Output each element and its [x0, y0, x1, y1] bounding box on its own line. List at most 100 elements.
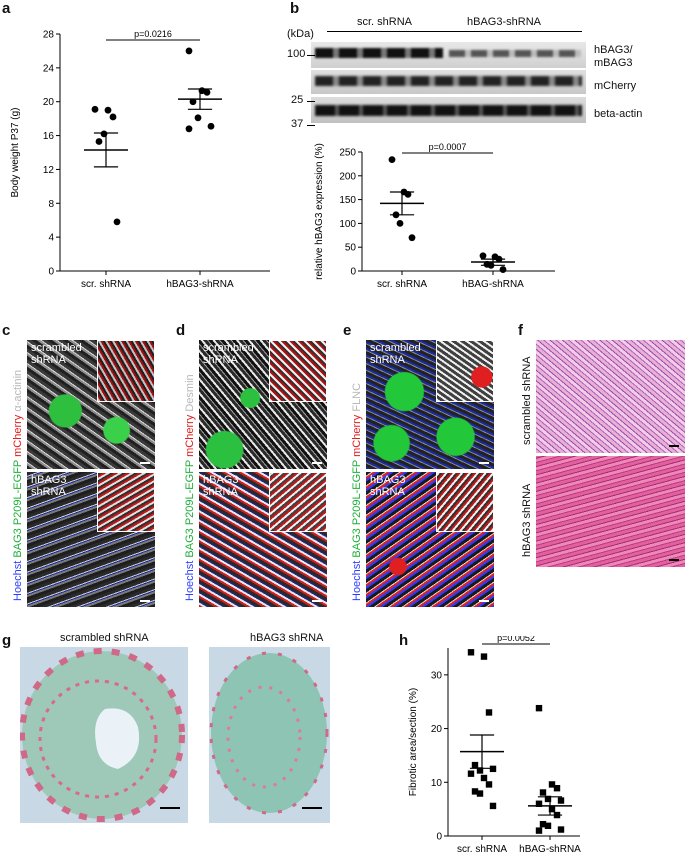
- data-point: [189, 98, 197, 106]
- data-point: [185, 47, 193, 55]
- marker-25: 25: [291, 94, 304, 106]
- blot-group-line-hbag3: [452, 31, 582, 32]
- x-tick-label: scr. shRNA: [457, 844, 507, 852]
- panel-label-d: d: [176, 322, 186, 339]
- stain-mcherry: mCherry: [184, 414, 196, 457]
- fibrotic-area-chart: 0 10 20 30 Fibrotic area/section (%) scr. shR…: [408, 636, 581, 852]
- data-point: [485, 781, 493, 788]
- he-label-bottom: hBAG3 shRNA: [521, 483, 533, 557]
- data-point: [539, 789, 547, 796]
- data-point: [404, 190, 412, 198]
- scale-bar: [669, 445, 679, 447]
- blot-group-line-scr: [327, 31, 452, 32]
- y-tick-label: 16: [43, 131, 55, 142]
- section-label-hbag3: hBAG3 shRNA: [250, 632, 324, 644]
- micrograph-c-hbag3: hBAG3 shRNA: [27, 472, 155, 607]
- scale-bar: [140, 600, 150, 602]
- data-point: [113, 218, 121, 226]
- micrograph-e-scrambled: scrambled shRNA: [366, 340, 494, 469]
- panel-label-f: f: [518, 322, 523, 339]
- kda-label: (kDa): [287, 28, 314, 40]
- he-label-top: scrambled shRNA: [521, 356, 533, 445]
- hbag3-expression-chart: 0 50 100 150 200 250 relative hBAG3 expression…: [314, 142, 555, 290]
- micrograph-d-scrambled: scrambled shRNA: [199, 340, 327, 469]
- stain-label-c: Hoechst BAG3 P209L-EGFP mCherry α-actini…: [12, 370, 24, 601]
- blot-strip-bag3: [311, 42, 586, 68]
- heart-section-scrambled: [19, 648, 185, 822]
- y-tick-label: 250: [339, 148, 356, 159]
- y-axis-label: Fibrotic area/section (%): [408, 688, 419, 796]
- y-tick-label: 8: [48, 199, 54, 210]
- panel-label-a: a: [2, 0, 11, 17]
- label-shrna: shRNA: [31, 486, 66, 498]
- label-scrambled: scrambled: [203, 342, 254, 354]
- inset-c-scrambled: [97, 340, 155, 402]
- stain-actinin: α-actinin: [12, 369, 24, 412]
- significance-label: p=0.0052: [497, 636, 535, 643]
- data-point: [489, 802, 497, 810]
- y-tick-label: 0: [436, 832, 442, 843]
- label-hbag3: hBAG3: [370, 474, 406, 486]
- inset-d-scrambled: [269, 340, 327, 402]
- data-point: [95, 138, 103, 145]
- panel-label-h: h: [399, 632, 409, 649]
- blot-strip-mcherry: [311, 70, 586, 94]
- he-scrambled: [536, 340, 685, 453]
- label-shrna: shRNA: [203, 486, 238, 498]
- label-hbag3: hBAG3: [203, 474, 239, 486]
- data-point: [557, 797, 565, 804]
- data-point: [471, 788, 479, 795]
- data-point: [408, 234, 416, 242]
- scale-bar: [160, 807, 180, 809]
- label-hbag3: hBAG3: [31, 474, 67, 486]
- data-point: [104, 106, 112, 114]
- y-tick-label: 28: [43, 30, 55, 41]
- blot-group-hbag3: hBAG3-shRNA: [467, 16, 541, 28]
- data-point: [539, 820, 547, 828]
- scale-bar: [669, 559, 679, 561]
- heart-section-hbag3: [209, 651, 329, 815]
- label-beta-actin: beta-actin: [594, 108, 643, 120]
- y-tick-label: 0: [350, 267, 356, 278]
- marker-tick-37: [307, 125, 315, 126]
- scale-bar: [302, 807, 322, 809]
- data-point: [471, 761, 479, 769]
- marker-tick-25: [307, 101, 315, 102]
- inset-e-hbag3: [436, 472, 494, 532]
- y-tick-label: 20: [43, 97, 55, 108]
- section-label-scrambled: scrambled shRNA: [60, 632, 149, 644]
- label-shrna: shRNA: [370, 354, 405, 366]
- stain-bag3: BAG3 P209L-EGFP: [351, 459, 363, 558]
- y-tick-label: 20: [431, 724, 443, 735]
- label-shrna: shRNA: [31, 354, 66, 366]
- y-tick-label: 0: [48, 267, 54, 278]
- label-mbag3: mBAG3: [594, 57, 633, 69]
- x-tick-label: hBAG3-shRNA: [166, 279, 234, 290]
- y-axis-label: relative hBAG3 expression (%): [314, 143, 325, 280]
- data-point: [396, 220, 404, 227]
- x-tick-label: scr. shRNA: [377, 279, 427, 290]
- data-point: [388, 156, 396, 164]
- data-point: [485, 709, 493, 716]
- y-tick-label: 4: [48, 233, 54, 244]
- y-tick-label: 30: [431, 670, 443, 681]
- stain-hoechst: Hoechst: [184, 560, 196, 601]
- data-point: [185, 125, 193, 133]
- micrograph-e-hbag3: hBAG3 shRNA: [366, 472, 494, 607]
- stain-label-e: Hoechst BAG3 P209L-EGFP mCherry FLNC: [351, 383, 363, 601]
- label-scrambled: scrambled: [31, 342, 82, 354]
- x-tick-label: scr. shRNA: [81, 279, 131, 290]
- blot-group-scr: scr. shRNA: [357, 16, 413, 28]
- inset-d-hbag3: [269, 472, 327, 532]
- data-point: [480, 774, 488, 782]
- label-hbag3: hBAG3/: [594, 44, 633, 56]
- data-point: [544, 822, 552, 829]
- panel-label-c: c: [2, 322, 11, 339]
- marker-tick-100: [307, 55, 315, 56]
- y-tick-label: 10: [431, 778, 443, 789]
- data-point: [535, 704, 543, 712]
- data-point: [535, 827, 543, 834]
- panel-label-g: g: [2, 632, 12, 649]
- stain-hoechst: Hoechst: [12, 560, 24, 601]
- scale-bar: [479, 462, 489, 464]
